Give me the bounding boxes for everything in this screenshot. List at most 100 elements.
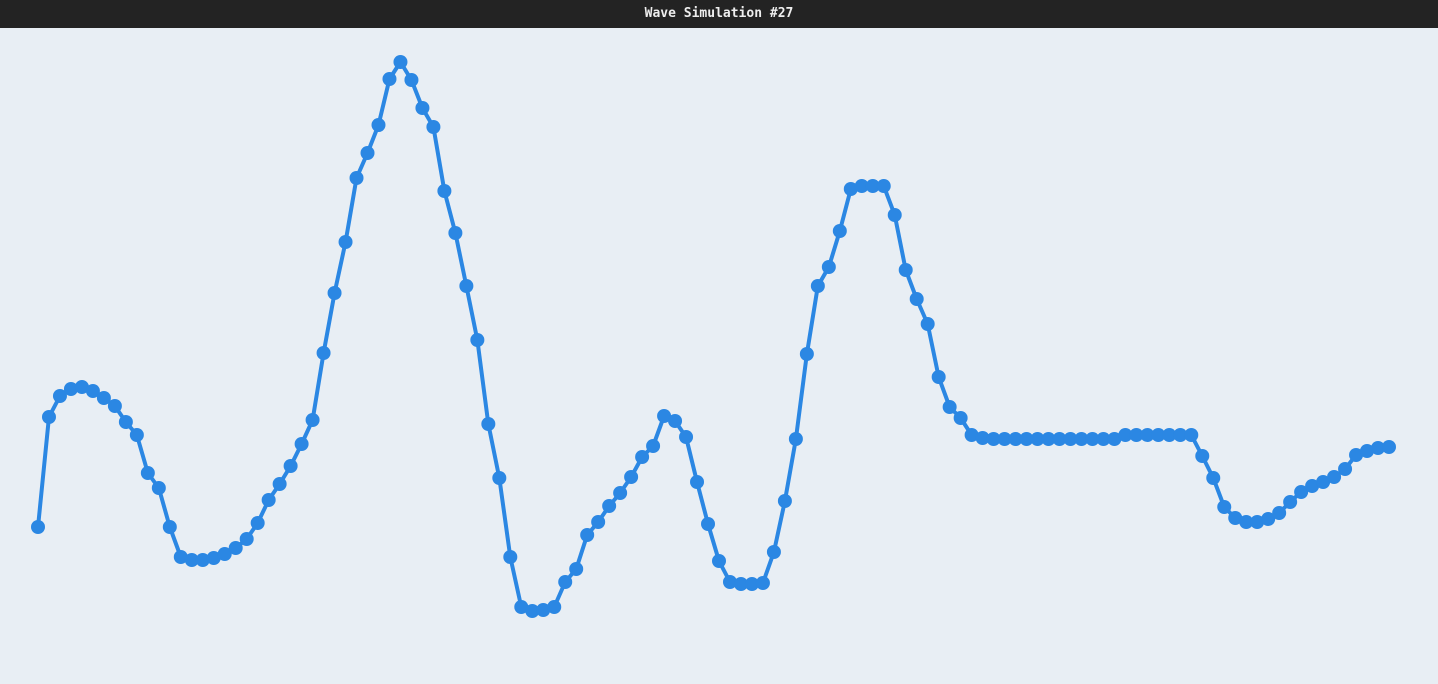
- wave-point: [854, 179, 869, 193]
- wave-point: [635, 450, 650, 464]
- wave-point: [580, 528, 595, 542]
- wave-point: [272, 477, 287, 491]
- wave-point: [909, 292, 924, 306]
- wave-point: [1008, 432, 1023, 446]
- wave-point: [1228, 511, 1243, 525]
- wave-point: [964, 428, 979, 442]
- wave-point: [151, 481, 166, 495]
- wave-point: [63, 382, 78, 396]
- wave-point: [1063, 432, 1078, 446]
- wave-point: [492, 471, 507, 485]
- wave-point: [876, 179, 891, 193]
- wave-point: [953, 411, 968, 425]
- wave-point: [997, 432, 1012, 446]
- wave-point: [1019, 432, 1034, 446]
- wave-point: [821, 260, 836, 274]
- wave-point: [162, 520, 177, 534]
- wave-point: [810, 279, 825, 293]
- wave-point: [920, 317, 935, 331]
- wave-point: [514, 600, 529, 614]
- title-bar: Wave Simulation #27: [0, 0, 1438, 28]
- wave-point: [1360, 444, 1375, 458]
- wave-point: [777, 494, 792, 508]
- wave-point: [404, 73, 419, 87]
- wave-point: [1261, 512, 1276, 526]
- wave-point: [349, 171, 364, 185]
- wave-point: [898, 263, 913, 277]
- wave-point: [96, 391, 111, 405]
- wave-point: [470, 333, 485, 347]
- wave-point: [206, 551, 221, 565]
- wave-point: [668, 414, 683, 428]
- wave-point: [1151, 428, 1166, 442]
- wave-point: [931, 370, 946, 384]
- wave-point: [1096, 432, 1111, 446]
- wave-point: [832, 224, 847, 238]
- wave-point: [1217, 500, 1232, 514]
- wave-point: [1041, 432, 1056, 446]
- wave-point: [1327, 470, 1342, 484]
- wave-point: [184, 553, 199, 567]
- wave-point: [679, 430, 694, 444]
- wave-point: [1272, 506, 1287, 520]
- wave-point: [1349, 448, 1364, 462]
- wave-point: [1173, 428, 1188, 442]
- wave-point: [569, 562, 584, 576]
- wave-point: [613, 486, 628, 500]
- wave-point: [305, 413, 320, 427]
- wave-point: [31, 520, 45, 534]
- wave-point: [316, 346, 331, 360]
- wave-point: [690, 475, 705, 489]
- wave-point: [1316, 475, 1331, 489]
- wave-point: [217, 547, 232, 561]
- wave-point: [140, 466, 155, 480]
- wave-point: [1382, 440, 1396, 454]
- wave-point: [393, 55, 408, 69]
- wave-point: [1206, 471, 1221, 485]
- wave-point: [1294, 485, 1309, 499]
- wave-point: [283, 459, 298, 473]
- wave-point: [74, 380, 89, 394]
- wave-point: [1140, 428, 1155, 442]
- wave-point: [239, 532, 254, 546]
- wave-point: [701, 517, 716, 531]
- wave-point: [1162, 428, 1177, 442]
- wave-point: [986, 432, 1001, 446]
- wave-point: [602, 499, 617, 513]
- wave-point: [1283, 495, 1298, 509]
- wave-point: [448, 226, 463, 240]
- wave-point: [1195, 449, 1210, 463]
- wave-point: [459, 279, 474, 293]
- wave-point: [41, 410, 56, 424]
- wave-point: [1239, 515, 1254, 529]
- wave-point: [624, 470, 639, 484]
- wave-point: [722, 575, 737, 589]
- wave-point: [481, 417, 496, 431]
- wave-point: [360, 146, 375, 160]
- window-title: Wave Simulation #27: [644, 6, 794, 21]
- wave-point: [1074, 432, 1089, 446]
- wave-point: [261, 493, 276, 507]
- wave-point: [1030, 432, 1045, 446]
- wave-point: [107, 399, 122, 413]
- wave-point: [1371, 441, 1386, 455]
- wave-point: [843, 182, 858, 196]
- wave-point: [129, 428, 144, 442]
- wave-point: [1305, 479, 1320, 493]
- wave-point: [503, 550, 518, 564]
- wave-point: [865, 179, 880, 193]
- chart: [31, 55, 1396, 618]
- wave-point: [228, 541, 243, 555]
- wave-point: [1184, 428, 1199, 442]
- wave-point: [52, 389, 67, 403]
- wave-point: [1338, 462, 1353, 476]
- wave-point: [1250, 515, 1265, 529]
- wave-point: [1052, 432, 1067, 446]
- wave-point: [195, 553, 210, 567]
- wave-point: [1118, 428, 1133, 442]
- wave-point: [1107, 432, 1122, 446]
- wave-point: [755, 576, 770, 590]
- wave-point: [415, 101, 430, 115]
- wave-point: [766, 545, 781, 559]
